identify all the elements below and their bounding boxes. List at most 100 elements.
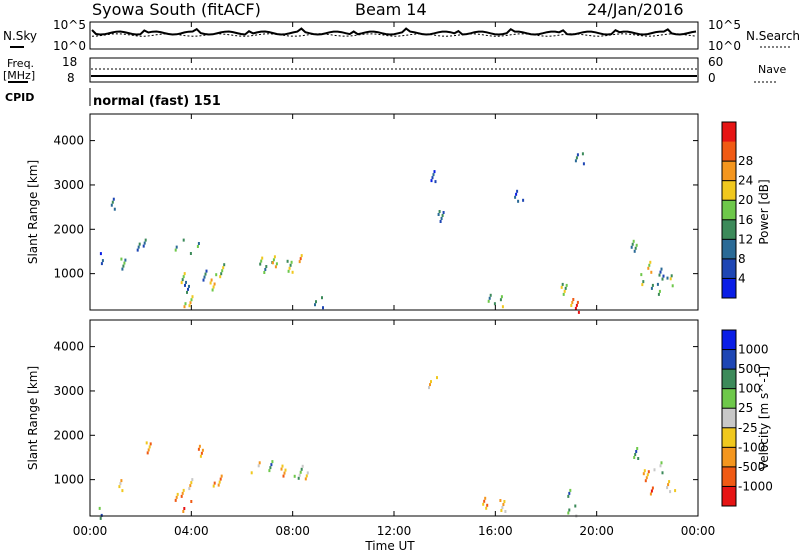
velocity-panel: 1000 2000 3000 4000	[53, 319, 699, 520]
scatter-patch	[649, 486, 654, 496]
colorbar-segment	[722, 278, 736, 299]
scatter-patch	[98, 506, 103, 520]
scatter-patch	[188, 478, 194, 491]
colorbar-segment	[722, 427, 736, 448]
x-tick-label: 00:00	[73, 524, 108, 538]
freq-tick-low: 8	[67, 71, 75, 85]
x-tick-label: 12:00	[377, 524, 412, 538]
nave-label: Nave	[758, 63, 786, 76]
nsky-tick-low: 10^0	[53, 39, 86, 53]
colorbar-tick: -1000	[738, 479, 773, 493]
power-ytick: 1000	[53, 267, 84, 281]
colorbar-segment	[722, 219, 736, 240]
scatter-patch	[212, 474, 223, 488]
power-ytick: 4000	[53, 134, 84, 148]
x-tick-label: 16:00	[478, 524, 513, 538]
scatter-patch	[180, 272, 186, 285]
scatter-patch	[145, 441, 152, 455]
scatter-patch	[293, 464, 304, 480]
colorbar-segment	[722, 466, 736, 487]
x-tick-label: 00:00	[681, 524, 716, 538]
scatter-patch	[630, 239, 638, 253]
scatter-patch	[263, 261, 274, 274]
colorbar-tick: 16	[738, 213, 753, 227]
scatter-patch	[567, 488, 572, 498]
nsky-label: N.Sky	[3, 29, 37, 43]
scatter-patch	[182, 500, 193, 513]
scatter-patch	[280, 464, 287, 478]
scatter-patch	[174, 488, 185, 502]
scatter-patch	[286, 259, 294, 274]
scatter-patch	[183, 295, 194, 309]
scatter-patch	[120, 257, 127, 271]
scatter-patch	[428, 376, 438, 390]
velocity-colorbar: 1000 500 100 25 -25 -100 -500 -1000	[721, 329, 773, 507]
scatter-patch	[215, 263, 226, 279]
colorbar-segment	[722, 447, 736, 468]
scatter-patch	[574, 152, 585, 166]
colorbar-tick: 100	[738, 382, 761, 396]
colorbar-segment	[722, 408, 736, 429]
scatter-patch	[99, 252, 104, 266]
scatter-patch	[110, 197, 116, 211]
scatter-patch	[250, 461, 261, 475]
scatter-patch	[633, 447, 640, 460]
nsearch-tick-low: 10^0	[708, 39, 741, 53]
power-panel: 1000 2000 3000 4000	[53, 113, 699, 314]
x-tick-label: 08:00	[275, 524, 310, 538]
scatter-patch	[574, 300, 580, 314]
scatter-patch	[666, 480, 677, 494]
scatter-patch	[259, 256, 264, 266]
scatter-patch	[197, 444, 204, 458]
plot-title: Syowa South (fitACF)	[92, 0, 261, 19]
scatter-patch	[499, 499, 507, 513]
scatter-patch	[209, 278, 216, 292]
velocity-ytick: 3000	[53, 384, 84, 398]
scatter-patch	[202, 269, 208, 282]
scatter-patch	[640, 273, 645, 287]
velocity-ytick: 2000	[53, 428, 84, 442]
scatter-patch	[136, 238, 147, 252]
nave-tick-low: 0	[708, 71, 716, 85]
colorbar-tick: 25	[738, 401, 753, 415]
colorbar-tick: 1000	[738, 343, 769, 357]
freq-label-2: [MHz]	[3, 69, 35, 82]
x-tick-label: 04:00	[174, 524, 209, 538]
scatter-patch	[487, 293, 492, 303]
nsky-trace	[91, 27, 697, 36]
scatter-patch	[174, 238, 185, 252]
freq-label-1: Freq.	[7, 57, 34, 70]
scatter-patch	[268, 460, 274, 473]
scatter-patch	[482, 496, 489, 510]
x-axis-label: Time UT	[364, 539, 415, 553]
colorbar-tick: 12	[738, 232, 753, 246]
velocity-ylabel: Slant Range [km]	[26, 366, 40, 470]
scatter-patch	[189, 242, 200, 255]
colorbar-segment	[722, 200, 736, 221]
scatter-patch	[570, 298, 575, 307]
scatter-patch	[650, 282, 661, 296]
cpid-text: normal (fast) 151	[93, 94, 221, 109]
colorbar-tick: 8	[738, 252, 746, 266]
freq-tick-high: 18	[62, 55, 77, 69]
velocity-colorbar-label: Velocity [m s^-1]	[757, 366, 771, 470]
power-colorbar-label: Power [dB]	[757, 179, 771, 244]
velocity-ytick: 4000	[53, 340, 84, 354]
colorbar-segment	[722, 122, 736, 143]
colorbar-segment	[722, 180, 736, 201]
power-ytick: 2000	[53, 222, 84, 236]
scatter-patch	[184, 280, 190, 294]
power-ylabel: Slant Range [km]	[26, 160, 40, 264]
cpid-label: CPID	[5, 91, 34, 104]
velocity-ytick: 1000	[53, 473, 84, 487]
colorbar-tick: 28	[738, 154, 753, 168]
colorbar-tick: -25	[738, 421, 758, 435]
scatter-patch	[437, 210, 445, 223]
x-tick-label: 20:00	[579, 524, 614, 538]
nsearch-tick-high: 10^5	[708, 18, 741, 32]
colorbar-segment	[722, 258, 736, 279]
scatter-patch	[642, 469, 650, 483]
scatter-patch	[493, 295, 504, 309]
colorbar-tick: -500	[738, 460, 765, 474]
scatter-patch	[669, 274, 674, 288]
